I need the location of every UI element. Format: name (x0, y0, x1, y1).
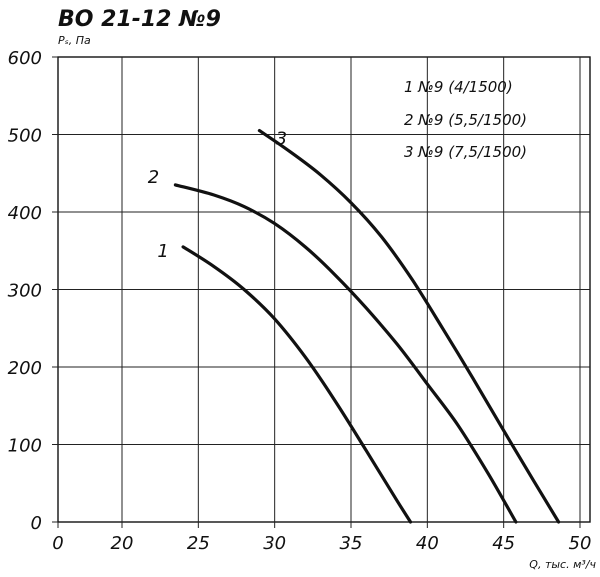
chart-title: ВО 21-12 №9 (58, 7, 221, 32)
x-tick-label-35: 35 (340, 533, 363, 554)
legend-entry-2: 2 №9 (5,5/1500) (404, 111, 527, 129)
series-3-label: 3 (276, 129, 287, 150)
y-tick-label-0: 0 (31, 513, 42, 534)
x-tick-label-20: 20 (111, 533, 134, 554)
x-tick-label-40: 40 (416, 533, 439, 554)
x-tick-label-30: 30 (263, 533, 286, 554)
y-axis-label: Pₛ, Па (58, 34, 91, 47)
text-layer: ВО 21-12 №9 Pₛ, Па Q, тыс. м³/ч 1 №9 (4/… (8, 7, 597, 571)
y-tick-label-500: 500 (8, 126, 42, 147)
series-3-line (257, 129, 561, 524)
y-tick-label-600: 600 (8, 48, 42, 69)
grid-layer (52, 56, 591, 528)
series-1-label: 1 (157, 241, 168, 262)
series-2-label: 2 (148, 167, 159, 188)
x-tick-label-0: 0 (52, 533, 63, 554)
x-tick-label-45: 45 (492, 533, 515, 554)
y-tick-label-100: 100 (8, 436, 42, 457)
legend-entry-3: 3 №9 (7,5/1500) (404, 143, 527, 161)
series-layer (173, 129, 561, 524)
x-tick-label-50: 50 (569, 533, 592, 554)
y-tick-label-400: 400 (8, 203, 42, 224)
x-tick-label-25: 25 (187, 533, 210, 554)
series-1-line (181, 245, 413, 524)
y-tick-label-200: 200 (8, 358, 42, 379)
y-tick-label-300: 300 (8, 281, 42, 302)
legend-entry-1: 1 №9 (4/1500) (404, 78, 513, 96)
series-2-line (173, 183, 518, 524)
x-axis-label: Q, тыс. м³/ч (529, 558, 596, 571)
